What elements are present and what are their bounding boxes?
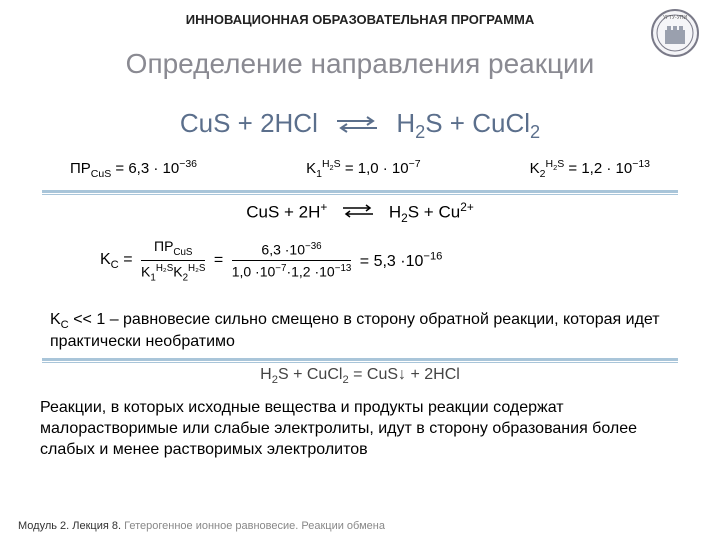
conclusion-text: Реакции, в которых исходные вещества и п… xyxy=(40,398,690,460)
equilibrium-arrows-icon xyxy=(340,203,376,224)
divider xyxy=(42,194,678,195)
footer-module: Модуль 2. Лекция 8. xyxy=(18,520,124,532)
k2-h2s: K2H2S = 1,2 · 10−13 xyxy=(530,158,650,180)
pr-cus: ПРCuS = 6,3 · 10−36 xyxy=(70,158,197,180)
divider xyxy=(42,358,678,361)
svg-text:УГТУ-УПИ: УГТУ-УПИ xyxy=(663,15,688,21)
k1-h2s: K1H2S = 1,0 · 10−7 xyxy=(306,158,421,180)
ionic-equation: CuS + 2H+ H2S + Cu2+ xyxy=(0,200,720,225)
reactants: CuS + 2HCl xyxy=(180,108,318,138)
main-equation: CuS + 2HCl H2S + CuCl2 xyxy=(0,108,720,143)
reverse-equation: H2S + CuCl2 = CuS↓ + 2HCl xyxy=(0,366,720,386)
kc-calculation: KC = ПРCuS K1H₂SK2H₂S = 6,3 ·10−36 1,0 ·… xyxy=(100,238,660,283)
footer: Модуль 2. Лекция 8. Гетерогенное ионное … xyxy=(18,520,385,532)
program-header: ИННОВАЦИОННАЯ ОБРАЗОВАТЕЛЬНАЯ ПРОГРАММА xyxy=(0,12,720,27)
divider xyxy=(42,362,678,363)
products: H2S + CuCl2 xyxy=(396,108,540,138)
constants-row: ПРCuS = 6,3 · 10−36 K1H2S = 1,0 · 10−7 K… xyxy=(70,158,650,180)
kc-interpretation: KC << 1 – равновесие сильно смещено в ст… xyxy=(50,310,680,352)
slide-title: Определение направления реакции xyxy=(0,48,720,80)
equilibrium-arrows-icon xyxy=(333,110,381,141)
divider xyxy=(42,190,678,193)
footer-topic: Гетерогенное ионное равновесие. Реакции … xyxy=(124,520,385,532)
